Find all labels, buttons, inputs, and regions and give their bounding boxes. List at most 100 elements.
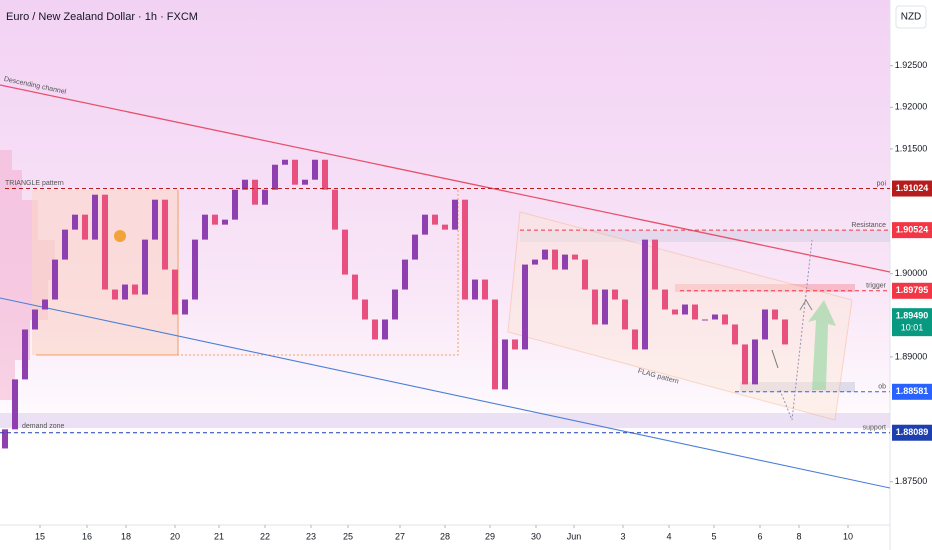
candle xyxy=(62,229,68,260)
candle xyxy=(612,289,618,300)
candle xyxy=(752,339,758,385)
candle xyxy=(712,314,718,320)
projection-arrow xyxy=(771,349,779,369)
level-name: trigger xyxy=(866,283,887,290)
price-label: 1.89795 xyxy=(896,285,929,295)
ob-zone xyxy=(740,382,855,392)
y-tick-label: 1.91500 xyxy=(895,143,928,153)
candle xyxy=(312,159,318,180)
candle xyxy=(522,264,528,350)
last-price-bg xyxy=(892,308,932,337)
channel-upper xyxy=(0,84,891,273)
annotation: TRIANGLE pattern xyxy=(5,180,64,187)
level-name: poi xyxy=(877,180,887,187)
candle xyxy=(122,284,128,300)
x-tick-label: 16 xyxy=(82,531,92,541)
x-tick-label: 27 xyxy=(395,531,405,541)
candle xyxy=(662,289,668,310)
last-price-label: 1.89490 xyxy=(896,311,929,321)
candle xyxy=(482,279,488,300)
price-label-bg xyxy=(892,282,932,299)
candle xyxy=(152,199,158,240)
candle xyxy=(382,319,388,340)
projection-arrow xyxy=(779,239,813,421)
x-tick-label: 25 xyxy=(343,531,353,541)
x-tick-label: 23 xyxy=(306,531,316,541)
candle xyxy=(422,214,428,235)
candle xyxy=(632,329,638,350)
x-tick-label: 10 xyxy=(843,531,853,541)
x-tick-label: 5 xyxy=(711,531,716,541)
flag-pattern xyxy=(507,211,853,421)
candle xyxy=(212,214,218,225)
candle xyxy=(672,309,678,315)
candle xyxy=(572,254,578,260)
candle xyxy=(402,259,408,290)
candle xyxy=(202,214,208,240)
candle xyxy=(502,339,508,390)
candle xyxy=(132,284,138,295)
y-tick-label: 1.87500 xyxy=(895,476,928,486)
candle xyxy=(22,329,28,380)
demand-zone xyxy=(0,413,890,428)
candle xyxy=(252,179,258,205)
triangle-outline xyxy=(178,190,459,356)
candle xyxy=(392,289,398,320)
x-tick-label: 8 xyxy=(796,531,801,541)
chart-title: Euro / New Zealand Dollar · 1h · FXCM xyxy=(6,11,198,23)
candle xyxy=(72,214,78,230)
series xyxy=(2,159,788,449)
y-tick-label: 1.92500 xyxy=(895,60,928,70)
candle xyxy=(222,219,228,225)
candle xyxy=(462,199,468,300)
candle xyxy=(342,229,348,275)
candle xyxy=(432,214,438,225)
trigger-zone xyxy=(675,284,855,292)
candle xyxy=(552,249,558,270)
x-tick-label: 18 xyxy=(121,531,131,541)
x-tick-label: 30 xyxy=(531,531,541,541)
candle xyxy=(582,259,588,290)
candle xyxy=(682,304,688,315)
snail-icon xyxy=(114,230,126,242)
x-tick-label: 15 xyxy=(35,531,45,541)
candle xyxy=(512,339,518,350)
y-tick-label: 1.89000 xyxy=(895,351,928,361)
currency-button[interactable] xyxy=(895,5,927,29)
candle xyxy=(702,319,708,321)
candle xyxy=(332,189,338,230)
x-tick-label: 20 xyxy=(170,531,180,541)
channel-lower xyxy=(0,297,891,489)
x-tick-label: Jun xyxy=(567,531,582,541)
candle xyxy=(722,314,728,325)
price-label-bg xyxy=(892,180,932,197)
candle xyxy=(762,309,768,340)
price-label: 1.90524 xyxy=(896,225,929,235)
candle xyxy=(692,304,698,320)
candle xyxy=(302,179,308,185)
x-tick-label: 21 xyxy=(214,531,224,541)
price-label-bg xyxy=(892,424,932,441)
candle xyxy=(192,239,198,300)
candle xyxy=(282,159,288,165)
target-arrow xyxy=(808,300,836,390)
candle xyxy=(602,289,608,325)
candle xyxy=(142,239,148,295)
candle xyxy=(532,259,538,265)
candle xyxy=(352,274,358,300)
price-axis-bg xyxy=(890,0,932,550)
candle xyxy=(362,299,368,320)
candle xyxy=(12,379,18,430)
candle xyxy=(652,239,658,290)
candle xyxy=(372,319,378,340)
candle xyxy=(732,324,738,345)
candle xyxy=(272,164,278,190)
arrow-head xyxy=(799,299,813,311)
price-label: 1.88089 xyxy=(896,427,929,437)
currency[interactable]: NZD xyxy=(901,12,922,23)
level-name: support xyxy=(863,425,886,432)
x-tick-label: 3 xyxy=(620,531,625,541)
level-name: ob xyxy=(878,384,886,391)
candle xyxy=(102,194,108,290)
